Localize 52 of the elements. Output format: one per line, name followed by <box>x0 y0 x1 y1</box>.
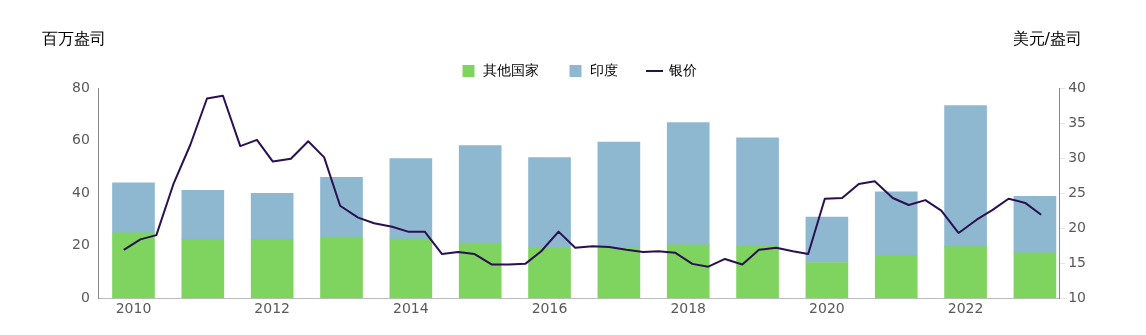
y2-tick-label: 35 <box>1068 113 1087 130</box>
y-tick-label: 0 <box>80 288 90 305</box>
x-tick-label: 2018 <box>670 300 707 317</box>
bar <box>805 262 849 299</box>
bar <box>1013 195 1057 254</box>
bar <box>736 137 779 247</box>
x-tick-label: 2012 <box>254 300 290 317</box>
bar <box>250 193 294 241</box>
x-tick-label: 2016 <box>531 300 568 317</box>
bar <box>944 105 987 248</box>
bar <box>181 239 225 299</box>
bar <box>1013 252 1057 299</box>
bar <box>597 246 641 299</box>
x-tick-label: 2020 <box>809 300 845 317</box>
bar <box>874 255 918 299</box>
bar <box>320 236 363 299</box>
bar <box>112 232 155 299</box>
bar <box>597 141 641 248</box>
bar <box>944 246 987 299</box>
bar <box>666 122 710 246</box>
bar <box>250 239 294 299</box>
bar <box>528 157 571 249</box>
bar <box>458 242 502 299</box>
x-tick-label: 2014 <box>393 300 429 317</box>
y-axis-title: 百万盎司 <box>42 29 106 49</box>
bar <box>112 182 155 234</box>
bar <box>874 191 918 257</box>
y-tick-label: 60 <box>71 131 90 148</box>
y-tick-label: 20 <box>71 236 90 253</box>
bar <box>458 145 502 244</box>
legend-label: 银价 <box>667 61 697 78</box>
bar <box>320 177 363 238</box>
y2-axis-title: 美元/盎司 <box>1012 29 1082 49</box>
bar <box>389 158 433 240</box>
y2-tick-label: 25 <box>1068 183 1087 200</box>
bar <box>736 245 779 299</box>
legend-label: 其他国家 <box>482 61 539 78</box>
y-tick-label: 80 <box>71 78 90 95</box>
bar <box>528 247 571 299</box>
y2-tick-label: 15 <box>1068 253 1087 270</box>
bar <box>666 244 710 299</box>
x-tick-label: 2010 <box>115 300 152 317</box>
bar <box>389 238 433 299</box>
legend-label: 印度 <box>589 61 618 78</box>
y2-tick-label: 40 <box>1068 78 1087 95</box>
y-tick-label: 40 <box>71 183 90 200</box>
bar <box>181 189 225 240</box>
y2-tick-label: 20 <box>1068 218 1087 235</box>
bar <box>805 216 849 263</box>
y2-tick-label: 30 <box>1068 148 1087 165</box>
x-tick-label: 2022 <box>947 300 984 317</box>
y2-tick-label: 10 <box>1068 288 1087 305</box>
